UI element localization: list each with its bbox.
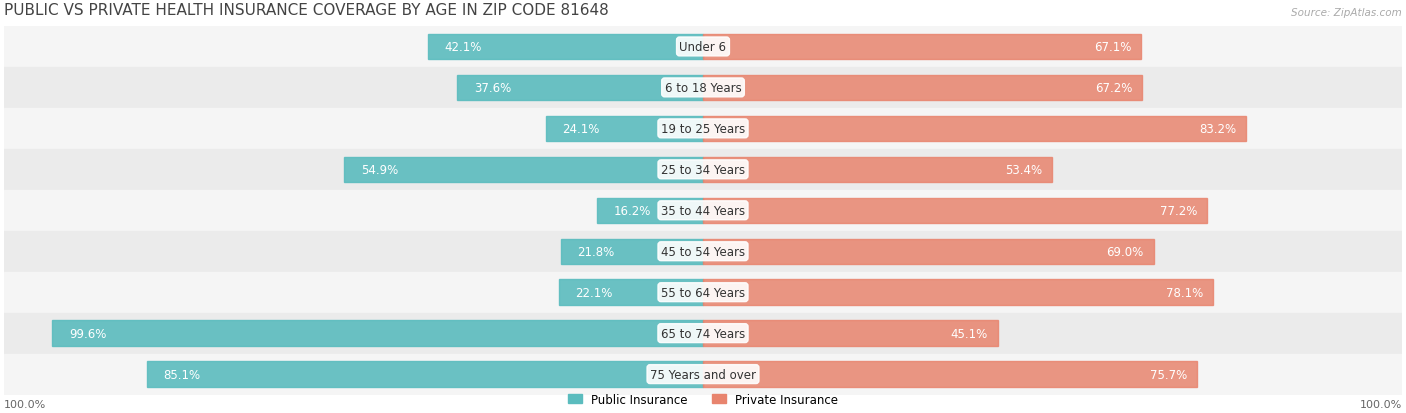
Bar [558, 280, 703, 305]
Text: 37.6%: 37.6% [474, 82, 510, 95]
Bar [4, 109, 1402, 150]
Bar [703, 198, 1208, 223]
Text: 78.1%: 78.1% [1166, 286, 1204, 299]
Text: 67.2%: 67.2% [1095, 82, 1132, 95]
Text: 55 to 64 Years: 55 to 64 Years [661, 286, 745, 299]
Bar [703, 280, 1213, 305]
Bar [148, 361, 703, 387]
Bar [4, 190, 1402, 231]
Bar [427, 35, 703, 60]
Bar [703, 116, 1246, 142]
Bar [457, 76, 703, 101]
Text: 6 to 18 Years: 6 to 18 Years [665, 82, 741, 95]
Text: Under 6: Under 6 [679, 41, 727, 54]
Bar [703, 35, 1142, 60]
Text: 21.8%: 21.8% [576, 245, 614, 258]
Text: 100.0%: 100.0% [1360, 399, 1402, 410]
Text: 53.4%: 53.4% [1005, 164, 1042, 176]
Text: 75.7%: 75.7% [1150, 368, 1188, 381]
Bar [4, 68, 1402, 109]
Bar [703, 239, 1154, 264]
Bar [561, 239, 703, 264]
Bar [4, 27, 1402, 68]
Text: 100.0%: 100.0% [4, 399, 46, 410]
Bar [4, 354, 1402, 395]
Bar [598, 198, 703, 223]
Text: 85.1%: 85.1% [163, 368, 201, 381]
Text: 35 to 44 Years: 35 to 44 Years [661, 204, 745, 217]
Text: 25 to 34 Years: 25 to 34 Years [661, 164, 745, 176]
Text: 67.1%: 67.1% [1094, 41, 1132, 54]
Text: 54.9%: 54.9% [361, 164, 398, 176]
Text: 69.0%: 69.0% [1107, 245, 1144, 258]
Bar [703, 361, 1198, 387]
Bar [52, 320, 703, 346]
Text: 19 to 25 Years: 19 to 25 Years [661, 123, 745, 135]
Text: 77.2%: 77.2% [1160, 204, 1198, 217]
Bar [4, 313, 1402, 354]
Text: 83.2%: 83.2% [1199, 123, 1237, 135]
Bar [344, 157, 703, 183]
Text: 22.1%: 22.1% [575, 286, 613, 299]
Legend: Public Insurance, Private Insurance: Public Insurance, Private Insurance [564, 388, 842, 411]
Text: 99.6%: 99.6% [69, 327, 107, 340]
Text: 24.1%: 24.1% [562, 123, 599, 135]
Text: 16.2%: 16.2% [613, 204, 651, 217]
Bar [703, 76, 1142, 101]
Text: 65 to 74 Years: 65 to 74 Years [661, 327, 745, 340]
Text: 45.1%: 45.1% [950, 327, 988, 340]
Bar [4, 231, 1402, 272]
Bar [546, 116, 703, 142]
Text: 42.1%: 42.1% [444, 41, 482, 54]
Text: PUBLIC VS PRIVATE HEALTH INSURANCE COVERAGE BY AGE IN ZIP CODE 81648: PUBLIC VS PRIVATE HEALTH INSURANCE COVER… [4, 3, 609, 18]
Text: 45 to 54 Years: 45 to 54 Years [661, 245, 745, 258]
Text: 75 Years and over: 75 Years and over [650, 368, 756, 381]
Bar [703, 320, 997, 346]
Bar [4, 150, 1402, 190]
Bar [703, 157, 1052, 183]
Text: Source: ZipAtlas.com: Source: ZipAtlas.com [1291, 8, 1402, 18]
Bar [4, 272, 1402, 313]
